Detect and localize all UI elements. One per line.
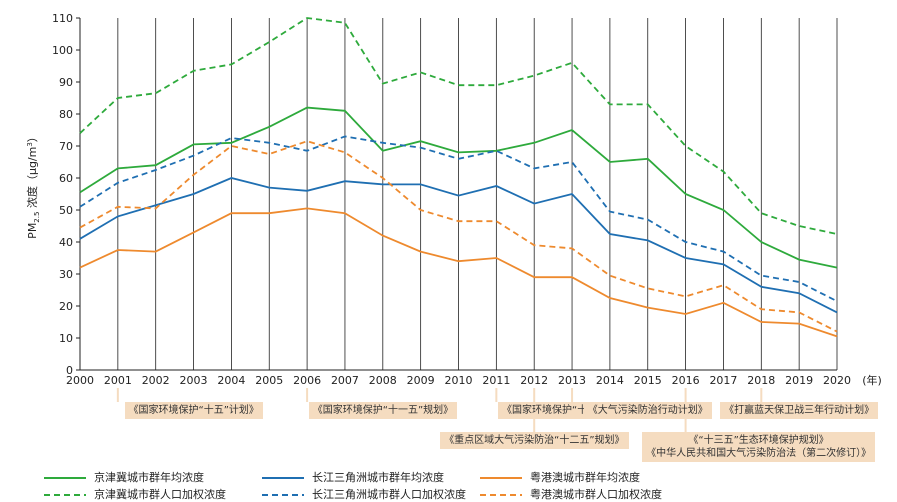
series-line-5 — [79, 140, 838, 333]
x-tick-label: 2017 — [709, 374, 737, 387]
x-axis-unit: (年) — [862, 373, 882, 387]
x-tick-label: 2005 — [255, 374, 283, 387]
x-tick-label: 2009 — [407, 374, 435, 387]
legend-label: 粤港澳城市群人口加权浓度 — [530, 488, 662, 501]
y-tick-label: 10 — [59, 332, 73, 345]
series-line-1 — [79, 17, 838, 235]
x-tick-label: 2010 — [445, 374, 473, 387]
policy-connectors — [116, 388, 763, 432]
x-tick-label: 2019 — [785, 374, 813, 387]
y-tick-label: 80 — [59, 108, 73, 121]
x-tick-label: 2006 — [293, 374, 321, 387]
legend-label: 长江三角洲城市群年均浓度 — [312, 471, 444, 484]
legend-label: 粤港澳城市群年均浓度 — [530, 471, 640, 484]
policy-label-text-2: 《中华人民共和国大气污染防治法（第二次修订）》 — [646, 448, 872, 459]
x-tick-label: 2016 — [672, 374, 700, 387]
x-tick-label: 2002 — [142, 374, 170, 387]
policy-label: 《大气污染防治行动计划》 — [583, 402, 712, 419]
legend-swatch — [44, 477, 86, 479]
x-tick-label: 2020 — [823, 374, 851, 387]
y-axis-label: PM2.5 浓度（μg/m3） — [25, 131, 41, 239]
y-tick-label: 0 — [66, 364, 73, 377]
policy-label-text: 《国家环境保护“十二五”规划》 — [502, 405, 643, 416]
y-tick-label: 40 — [59, 236, 73, 249]
x-tick-label: 2018 — [747, 374, 775, 387]
legend-label: 京津冀城市群人口加权浓度 — [94, 488, 226, 501]
y-tick-label: 100 — [52, 44, 73, 57]
series-line-4 — [79, 207, 838, 338]
y-tick-label: 50 — [59, 204, 73, 217]
policy-label: 《重点区域大气污染防治“十二五”规划》 — [440, 432, 629, 449]
policy-label: 《国家环境保护“十五”计划》 — [124, 402, 263, 419]
policy-label-text: 《“十三五”生态环境保护规划》 — [688, 435, 829, 446]
x-tick-label: 2015 — [634, 374, 662, 387]
x-tick-label: 2007 — [331, 374, 359, 387]
legend-label: 长江三角洲城市群人口加权浓度 — [312, 488, 466, 501]
y-tick-label: 60 — [59, 172, 73, 185]
x-tick-label: 2000 — [66, 374, 94, 387]
policy-label-text: 《国家环境保护“十五”计划》 — [128, 405, 259, 416]
y-tick-label: 30 — [59, 268, 73, 281]
x-tick-label: 2013 — [558, 374, 586, 387]
policy-label-text: 《重点区域大气污染防治“十二五”规划》 — [444, 435, 625, 446]
axes: 0 10 20 30 40 50 60 70 80 90 100 110 2000 2001 2002 200… — [52, 12, 851, 387]
policy-label-text: 《打赢蓝天保卫战三年行动计划》 — [724, 405, 875, 416]
series-line-0 — [79, 106, 838, 269]
legend-swatch — [262, 477, 304, 479]
x-tick-label: 2001 — [104, 374, 132, 387]
policy-label-text: 《国家环境保护“十一五”规划》 — [312, 405, 454, 416]
x-tick-label: 2004 — [217, 374, 245, 387]
x-tick-label: 2014 — [596, 374, 624, 387]
x-tick-label: 2011 — [482, 374, 510, 387]
legend-swatch — [480, 477, 522, 479]
y-tick-label: 110 — [52, 12, 73, 25]
y-tick-label: 20 — [59, 300, 73, 313]
legend-swatch — [480, 494, 522, 496]
policy-label-text: 《大气污染防治行动计划》 — [587, 405, 708, 416]
x-tick-label: 2003 — [180, 374, 208, 387]
policy-label: 《“十三五”生态环境保护规划》《中华人民共和国大气污染防治法（第二次修订）》 — [642, 432, 876, 462]
series-line-2 — [79, 177, 838, 314]
y-tick-label: 70 — [59, 140, 73, 153]
series-line-3 — [79, 135, 838, 303]
x-tick-label: 2012 — [520, 374, 548, 387]
legend-swatch — [262, 494, 304, 496]
x-tick-label: 2008 — [369, 374, 397, 387]
policy-label: 《打赢蓝天保卫战三年行动计划》 — [720, 402, 879, 419]
series-lines — [79, 17, 838, 338]
legend-label: 京津冀城市群年均浓度 — [94, 471, 204, 484]
y-tick-label: 90 — [59, 76, 73, 89]
policy-label: 《国家环境保护“十一五”规划》 — [308, 402, 458, 419]
legend-swatch — [44, 494, 86, 496]
